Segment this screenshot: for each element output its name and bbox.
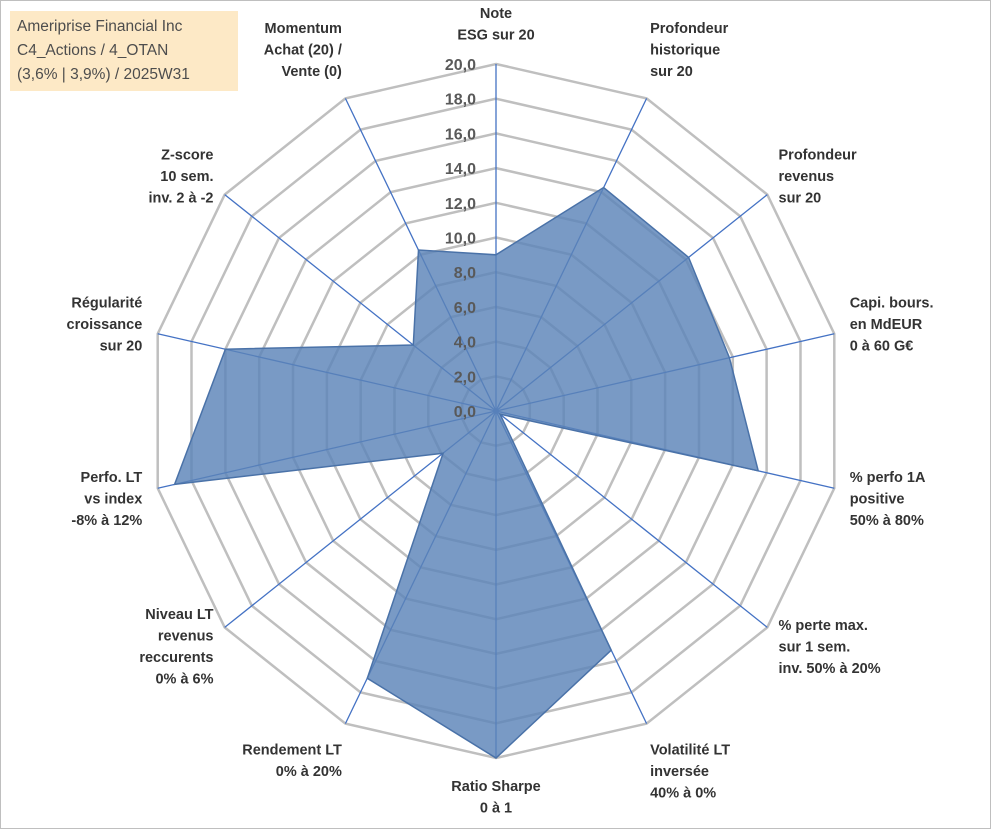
title-line-3: (3,6% | 3,9%) / 2025W31 [17,66,190,83]
chart-title-box: Ameriprise Financial Inc C4_Actions / 4_… [10,11,238,91]
category-label-5: % perte max. sur 1 sem. inv. 50% à 20% [779,618,881,677]
category-label-6-line-2: 40% à 0% [650,786,716,802]
category-label-1-line-1: historique [650,43,720,59]
category-label-5-line-0: % perte max. [779,618,868,634]
category-label-1: Profondeur historique sur 20 [650,21,728,80]
category-label-11: Régularité croissance sur 20 [67,296,143,355]
category-label-10: Perfo. LT vs index -8% à 12% [71,470,142,529]
category-label-12-line-2: inv. 2 à -2 [148,191,213,207]
category-label-0: Note ESG sur 20 [457,6,534,44]
tick-label-5: 10,0 [445,231,476,248]
category-label-4-line-2: 50% à 80% [850,513,924,529]
category-label-9-line-0: Niveau LT [145,607,213,623]
category-label-8-line-0: Rendement LT [242,743,342,759]
category-label-13-line-1: Achat (20) / [264,43,342,59]
category-label-3: Capi. bours. en MdEUR 0 à 60 G€ [850,296,934,355]
category-label-12-line-0: Z-score [161,148,213,164]
category-label-1-line-0: Profondeur [650,21,728,37]
category-label-11-line-0: Régularité [71,296,142,312]
radar-tick-labels: 0,0 2,0 4,0 6,0 8,0 10,0 12,0 14,0 16,0 18,0 20,0 [445,57,476,421]
category-label-10-line-2: -8% à 12% [71,513,142,529]
category-label-6-line-0: Volatilité LT [650,743,730,759]
category-label-4: % perfo 1A positive 50% à 80% [850,470,926,529]
category-label-8-line-1: 0% à 20% [276,764,342,780]
category-label-2-line-2: sur 20 [779,191,822,207]
category-label-5-line-1: sur 1 sem. [779,639,851,655]
category-label-13-line-0: Momentum [265,21,342,37]
category-label-6: Volatilité LT inversée 40% à 0% [650,743,730,802]
category-label-12: Z-score 10 sem. inv. 2 à -2 [148,148,213,207]
category-label-1-line-2: sur 20 [650,64,693,80]
radar-category-labels: Note ESG sur 20 Profondeur historique sur 20… [67,6,934,817]
category-label-2-line-0: Profondeur [779,148,857,164]
category-label-12-line-1: 10 sem. [160,169,213,185]
title-line-1: Ameriprise Financial Inc [17,18,183,35]
category-label-3-line-2: 0 à 60 G€ [850,339,914,355]
category-label-6-line-1: inversée [650,764,709,780]
radar-series [173,186,760,759]
category-label-9: Niveau LT revenus reccurents 0% à 6% [139,607,213,688]
series-area [173,186,760,759]
category-label-5-line-2: inv. 50% à 20% [779,661,881,677]
category-label-9-line-1: revenus [158,629,214,645]
category-label-0-line-0: Note [480,6,512,22]
title-line-2: C4_Actions / 4_OTAN [17,42,169,59]
category-label-7-line-0: Ratio Sharpe [451,779,540,795]
tick-label-7: 14,0 [445,161,476,178]
tick-label-4: 8,0 [454,265,476,282]
category-label-3-line-1: en MdEUR [850,317,923,333]
category-label-10-line-0: Perfo. LT [81,470,143,486]
category-label-4-line-1: positive [850,491,905,507]
category-label-4-line-0: % perfo 1A [850,470,926,486]
category-label-2-line-1: revenus [779,169,835,185]
spoke-5 [495,410,768,628]
tick-label-9: 18,0 [445,92,476,109]
tick-label-6: 12,0 [445,196,476,213]
category-label-9-line-2: reccurents [139,650,213,666]
category-label-3-line-0: Capi. bours. [850,296,934,312]
tick-label-3: 6,0 [454,300,476,317]
category-label-13: Momentum Achat (20) / Vente (0) [264,21,342,80]
category-label-7: Ratio Sharpe 0 à 1 [451,779,540,817]
tick-label-2: 4,0 [454,335,476,352]
tick-label-0: 0,0 [454,404,476,421]
category-label-2: Profondeur revenus sur 20 [779,148,857,207]
category-label-10-line-1: vs index [84,491,142,507]
category-label-11-line-1: croissance [67,317,143,333]
category-label-11-line-2: sur 20 [100,339,143,355]
category-label-9-line-3: 0% à 6% [155,672,213,688]
tick-label-1: 2,0 [454,369,476,386]
tick-label-10: 20,0 [445,57,476,74]
tick-label-8: 16,0 [445,126,476,143]
category-label-0-line-1: ESG sur 20 [457,28,534,44]
category-label-8: Rendement LT 0% à 20% [242,743,342,781]
category-label-13-line-2: Vente (0) [281,64,342,80]
category-label-7-line-1: 0 à 1 [480,801,512,817]
